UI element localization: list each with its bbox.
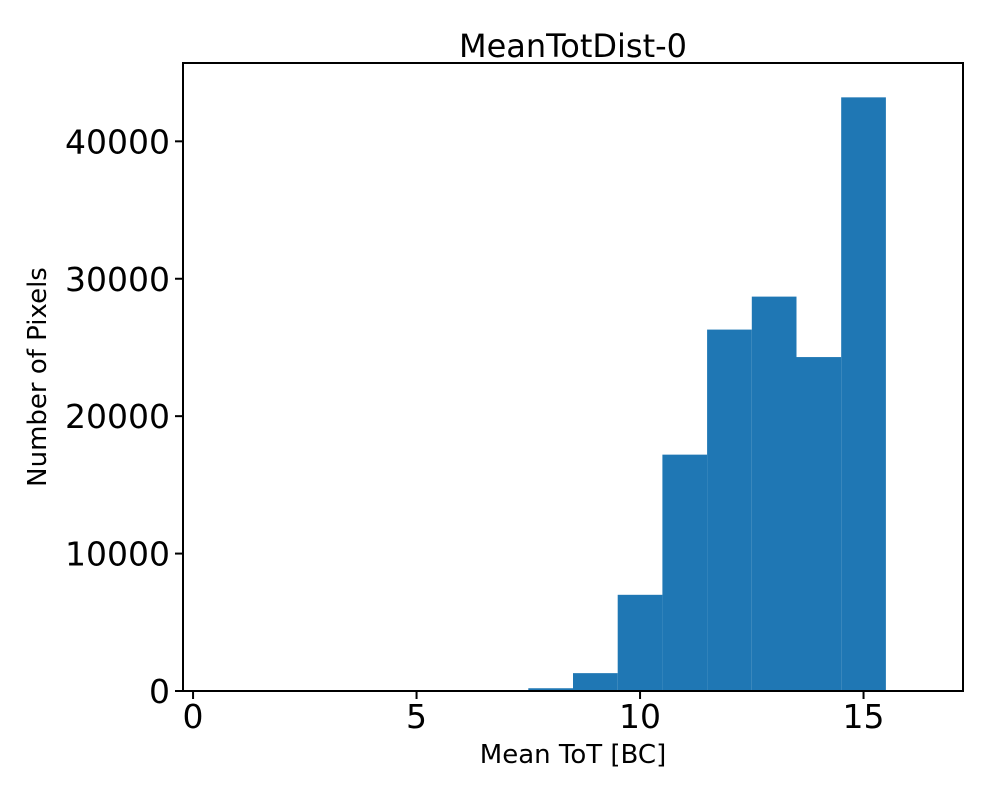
axes-frame	[182, 62, 964, 692]
chart-title: MeanTotDist-0	[459, 27, 687, 65]
y-tick-label: 10000	[65, 535, 170, 574]
histogram-bar	[573, 673, 618, 691]
x-tick-label: 0	[183, 697, 204, 736]
y-tick-label: 40000	[65, 122, 170, 161]
histogram-bar	[796, 357, 842, 691]
x-tick-label: 15	[843, 697, 885, 736]
y-tick-label: 0	[149, 672, 170, 711]
x-tick-label: 5	[406, 697, 427, 736]
histogram-bar	[662, 454, 708, 691]
histogram-bar	[528, 688, 573, 691]
histogram-bar	[751, 296, 797, 691]
x-axis-label: Mean ToT [BC]	[480, 740, 666, 770]
y-tick-label: 30000	[65, 260, 170, 299]
histogram-bar	[841, 97, 886, 692]
bars-layer	[528, 97, 886, 692]
ticks-layer: 0 5 10 15 0 10000 20000 30000 40000	[65, 122, 885, 736]
y-axis-label: Number of Pixels	[23, 267, 53, 487]
histogram-bar	[617, 594, 663, 691]
x-tick-label: 10	[619, 697, 661, 736]
histogram-bar	[707, 329, 752, 691]
y-tick-label: 20000	[65, 397, 170, 436]
